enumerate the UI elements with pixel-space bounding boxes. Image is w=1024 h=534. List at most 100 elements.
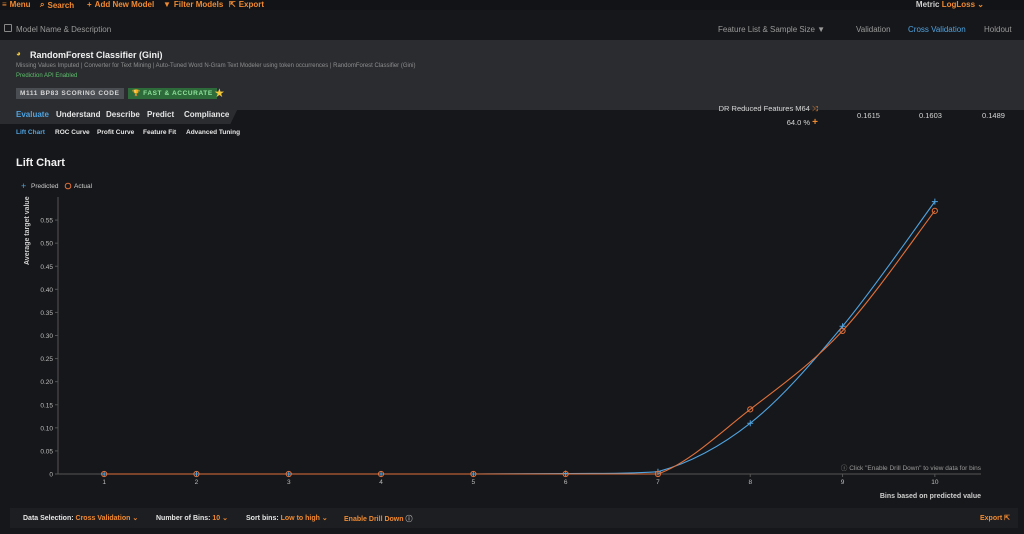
data-selection-label: Data Selection: [23,515,74,522]
model-row[interactable]: ◕ RandomForest Classifier (Gini) Missing… [0,40,1024,128]
info-icon: ⓘ [841,464,849,472]
select-all-checkbox[interactable] [4,24,12,32]
bins-value: 10 [212,515,221,522]
sort-bins-dropdown[interactable]: Sort bins: Low to high ⌄ [246,514,328,522]
x-tick-label: 2 [195,479,199,486]
tab-predict[interactable]: Predict [147,110,175,119]
data-selection-dropdown[interactable]: Data Selection: Cross Validation ⌄ [23,514,138,522]
drill-down-hint-text: Click "Enable Drill Down" to view data f… [849,465,982,472]
sort-label: Sort bins: [246,515,279,522]
prediction-api-status: Prediction API Enabled [16,73,78,79]
metric-label: Metric [915,0,940,9]
subtab-feature-fit[interactable]: Feature Fit [143,129,177,136]
model-column-header[interactable]: Model Name & Description [16,25,112,34]
subtab-lift-chart[interactable]: Lift Chart [16,129,45,136]
subtab-advanced-tuning[interactable]: Advanced Tuning [186,129,241,136]
feature-list[interactable]: DR Reduced Features M64 ⤨ [719,104,818,114]
export-icon: ⇱ [229,0,236,9]
x-tick-label: 6 [564,479,568,486]
y-tick-label: 0.10 [40,425,53,432]
tab-compliance[interactable]: Compliance [184,110,230,119]
filter-icon: ▼ [163,0,171,9]
predicted-line [104,201,936,475]
bins-label: Number of Bins: [156,515,211,522]
y-tick-label: 0.15 [40,402,53,409]
menu-icon: ≡ [2,0,7,9]
plus-icon: + [87,0,92,9]
number-of-bins-dropdown[interactable]: Number of Bins: 10 ⌄ [156,514,228,522]
search-icon: ⌕ [40,0,45,9]
subtab-profit-curve[interactable]: Profit Curve [97,129,135,136]
menu-button[interactable]: ≡ Menu [2,0,31,9]
top-toolbar: ≡ Menu ⌕ Search + Add New Model ▼ Filter Mod… [0,0,1024,10]
chart-footer: Data Selection: Cross Validation ⌄ Numbe… [10,508,1018,528]
export-top-button[interactable]: ⇱ Export [229,0,264,9]
predicted-point [378,471,385,477]
sample-size-label: 64.0 % [786,118,811,127]
x-tick-label: 7 [656,479,660,486]
sample-size: 64.0 % + [787,117,818,128]
predicted-point [285,471,292,477]
actual-point [193,470,200,478]
enable-drill-down-button[interactable]: Enable Drill Down ⓘ [344,514,412,524]
y-tick-label: 0.45 [40,264,53,271]
export-chart-label: Export [980,515,1003,522]
export-icon: ⇱ [1004,515,1010,522]
predicted-point [470,471,477,477]
tab-understand[interactable]: Understand [56,110,101,119]
fast-accurate-label: FAST & ACCURATE [143,90,213,97]
metric-selector[interactable]: Metric LogLoss ⌄ [916,0,984,9]
actual-point [839,327,846,334]
tab-describe[interactable]: Describe [106,110,140,119]
plus-icon[interactable]: + [812,117,818,128]
y-tick-label: 0 [49,472,53,479]
tab-evaluate[interactable]: Evaluate [16,110,49,119]
y-tick-label: 0.55 [40,218,53,225]
chevron-down-icon: ⌄ [222,515,229,522]
holdout-column-header[interactable]: Holdout [984,25,1012,34]
actual-line [104,210,936,475]
x-axis-label: Bins based on predicted value [880,493,981,500]
y-tick-label: 0.25 [40,356,53,363]
x-tick-label: 9 [841,479,845,486]
filter-label: Filter Models [173,0,224,9]
chevron-down-icon: ⌄ [321,515,328,522]
export-chart-button[interactable]: Export ⇱ [980,514,1010,522]
search-button[interactable]: ⌕ Search [40,0,74,10]
drill-down-label: Enable Drill Down [344,516,404,523]
page-title: Lift Chart [16,157,65,169]
filter-icon[interactable]: ▼ [817,25,826,34]
retrain-icon[interactable]: ⤨ [812,104,818,113]
actual-point [101,470,108,478]
y-tick-label: 0.35 [40,310,53,317]
validation-column-header[interactable]: Validation [856,25,891,34]
chevron-down-icon: ⌄ [977,0,984,9]
cross-validation-score: 0.1603 [919,111,942,120]
actual-point [285,470,292,478]
chevron-down-icon: ⌄ [132,515,139,522]
actual-point [562,470,569,478]
y-tick-label: 0.40 [40,287,53,294]
data-selection-value: Cross Validation [75,515,131,522]
legend-predicted-label: Predicted [31,183,59,190]
actual-point [377,470,385,478]
feature-column-header[interactable]: Feature List & Sample Size ▼ [718,25,825,34]
info-icon: ⓘ [405,516,413,523]
predicted-point [101,471,108,477]
chart-legend[interactable]: + Predicted Actual [21,181,93,191]
drill-down-hint: ⓘ Click "Enable Drill Down" to view data… [841,464,982,472]
holdout-score: 0.1489 [982,111,1005,120]
metric-value: LogLoss [941,0,976,9]
legend-actual-marker [64,182,72,190]
cross-validation-column-header[interactable]: Cross Validation [908,25,966,34]
add-model-button[interactable]: + Add New Model [87,0,154,9]
model-blueprint-icon: ◕ [16,49,21,58]
star-icon[interactable]: ★ [214,86,225,100]
y-tick-label: 0.20 [40,379,53,386]
filter-models-button[interactable]: ▼ Filter Models [163,0,223,9]
subtab-roc-curve[interactable]: ROC Curve [55,129,90,136]
y-tick-label: 0.50 [40,241,53,248]
model-title[interactable]: RandomForest Classifier (Gini) [30,50,163,60]
y-axis-label: Average target value [24,196,31,265]
search-label: Search [47,0,75,10]
